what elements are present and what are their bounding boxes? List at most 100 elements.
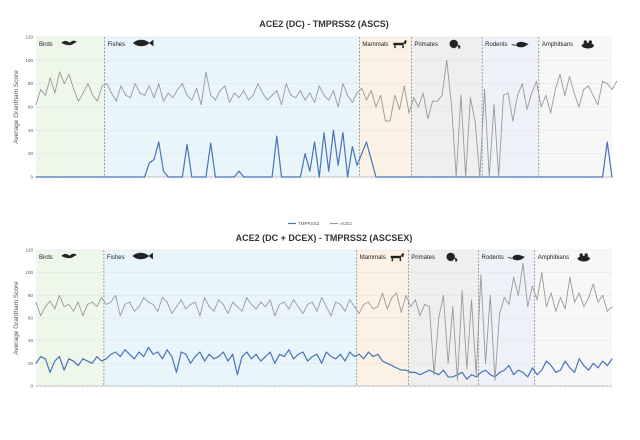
data-point [288,349,290,351]
data-point [92,176,94,178]
data-point [344,360,346,362]
data-point [527,376,529,378]
data-point [507,92,509,94]
data-point [335,358,337,360]
data-point [243,176,245,178]
data-point [238,97,240,99]
data-point [427,176,429,178]
data-point [588,297,590,299]
data-point [545,94,547,96]
data-point [328,170,330,172]
data-point [274,362,276,364]
data-point [450,176,452,178]
data-point [363,358,365,360]
data-point [583,176,585,178]
data-point [35,104,37,106]
group-label: Mammals [360,255,386,261]
data-point [342,83,344,85]
data-point [417,176,419,178]
data-point [597,176,599,178]
data-point [106,83,108,85]
data-point [49,371,51,373]
data-point [68,176,70,178]
data-point [44,94,46,96]
series-line-ace2 [35,263,613,381]
data-point [332,129,334,131]
data-point [243,90,245,92]
data-point [441,94,443,96]
data-point [403,85,405,87]
data-point [545,176,547,178]
data-point [222,303,224,305]
data-point [190,303,192,305]
data-point [466,368,468,370]
data-point [115,176,117,178]
group-label: Rodents [485,42,507,48]
data-point [224,176,226,178]
data-point [172,97,174,99]
data-point [330,356,332,358]
data-point [503,369,505,371]
data-point [158,141,160,143]
data-point [111,92,113,94]
data-point [370,90,372,92]
data-point [246,351,248,353]
data-point [382,360,384,362]
data-point [602,360,604,362]
data-point [139,92,141,94]
data-point [299,90,301,92]
data-point [389,176,391,178]
data-point [332,90,334,92]
data-point [281,176,283,178]
data-point [139,176,141,178]
data-point [134,83,136,85]
data-point [475,376,477,378]
data-point [442,369,444,371]
data-point [271,94,273,96]
data-point [384,176,386,178]
data-point [250,303,252,305]
data-point [77,100,79,102]
data-point [54,360,56,362]
series-line-ace2 [35,59,618,178]
data-point [424,371,426,373]
data-point [597,301,599,303]
data-point [309,92,311,94]
data-point [49,176,51,178]
data-point [611,89,613,90]
data-point [181,83,183,85]
data-point [474,176,476,178]
data-point [143,297,145,299]
data-point [323,132,325,134]
data-point [540,176,542,178]
data-point [191,176,193,178]
data-point [229,101,231,103]
data-point [414,371,416,373]
fish-icon [132,252,153,260]
data-point [87,303,89,305]
data-point [87,176,89,178]
data-point [68,73,70,75]
data-point [377,353,379,355]
data-point [536,299,538,301]
data-point [559,73,561,75]
frog-icon [581,40,595,49]
data-point [361,87,363,89]
data-point [35,176,37,178]
data-point [559,369,561,371]
data-point [447,376,449,378]
data-point [480,371,482,373]
data-point [555,371,557,373]
data-point [133,358,135,360]
data-point [158,83,160,85]
monkey-icon [449,39,461,50]
data-point [564,360,566,362]
data-point [419,374,421,376]
data-point [375,106,377,108]
data-point [232,301,234,303]
rodent-icon-shape [507,254,526,261]
data-point [328,99,330,101]
data-point [550,365,552,367]
group-label: Rodents [482,255,504,261]
data-point [213,310,215,312]
